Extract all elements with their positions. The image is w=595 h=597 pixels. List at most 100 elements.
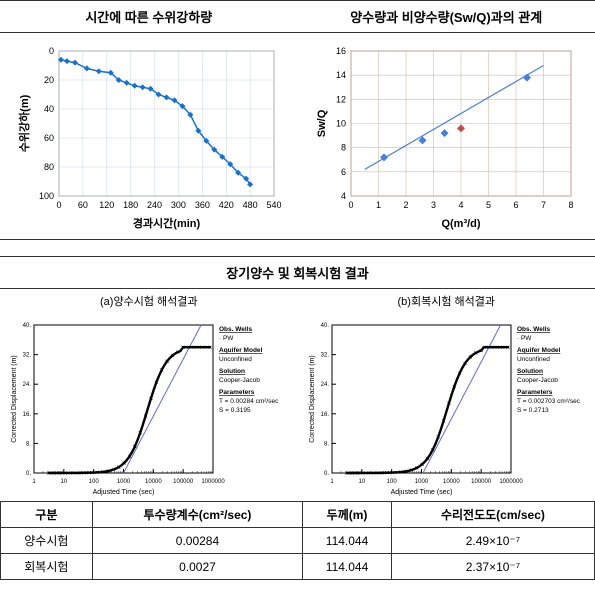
svg-text:60: 60 bbox=[44, 133, 54, 143]
svg-text:Sw/Q: Sw/Q bbox=[316, 109, 328, 137]
svg-text:6: 6 bbox=[341, 167, 346, 177]
table-cell: 0.00284 bbox=[92, 528, 303, 554]
svg-text:24.: 24. bbox=[23, 382, 32, 388]
graph-a-col: 11010010001000010000010000000.8.16.24.32… bbox=[0, 313, 298, 501]
svg-text:16.: 16. bbox=[320, 412, 329, 418]
svg-text:0: 0 bbox=[56, 200, 61, 210]
sub-b: (b)회복시험 해석결과 bbox=[298, 289, 595, 313]
svg-text:420: 420 bbox=[218, 200, 233, 210]
chart1-title: 시간에 따른 수위강하량 bbox=[0, 1, 298, 33]
svg-text:0.: 0. bbox=[26, 471, 31, 477]
svg-text:1000: 1000 bbox=[415, 479, 429, 485]
svg-text:4: 4 bbox=[341, 191, 346, 201]
section2-header: 장기양수 및 회복시험 결과 bbox=[0, 256, 595, 289]
table-row: 양수시험0.00284114.0442.49×10⁻⁷ bbox=[1, 528, 595, 554]
svg-text:Adjusted Time (sec): Adjusted Time (sec) bbox=[93, 489, 155, 496]
results-table: 구분투수량계수(cm²/sec)두께(m)수리전도도(cm/sec) 양수시험0… bbox=[0, 501, 595, 580]
graph-b-col: 11010010001000010000010000000.8.16.24.32… bbox=[298, 313, 595, 501]
svg-text:80: 80 bbox=[44, 162, 54, 172]
svg-text:Aquifer Model: Aquifer Model bbox=[219, 347, 263, 354]
svg-text:· PW: · PW bbox=[517, 335, 532, 342]
svg-text:1000: 1000 bbox=[117, 479, 131, 485]
svg-text:8.: 8. bbox=[26, 441, 31, 447]
svg-text:5: 5 bbox=[486, 200, 491, 210]
table-body: 양수시험0.00284114.0442.49×10⁻⁷회복시험0.0027114… bbox=[1, 528, 595, 580]
svg-text:20: 20 bbox=[44, 75, 54, 85]
svg-text:100: 100 bbox=[89, 479, 100, 485]
svg-text:14: 14 bbox=[336, 70, 346, 80]
chart2-panel: 양수량과 비양수량(Sw/Q)과의 관계 0123456784681012141… bbox=[298, 0, 595, 240]
svg-text:10: 10 bbox=[61, 479, 68, 485]
table-row: 회복시험0.0027114.0442.37×10⁻⁷ bbox=[1, 554, 595, 580]
chart1-svg: 060120180240300360420480540020406080100경… bbox=[14, 41, 284, 231]
chart1-box: 060120180240300360420480540020406080100경… bbox=[0, 33, 298, 239]
svg-text:Parameters: Parameters bbox=[219, 389, 255, 396]
svg-text:Solution: Solution bbox=[517, 368, 543, 375]
table-header-row: 구분투수량계수(cm²/sec)두께(m)수리전도도(cm/sec) bbox=[1, 502, 595, 528]
svg-text:10: 10 bbox=[336, 119, 346, 129]
svg-text:Corrected Displacement (m): Corrected Displacement (m) bbox=[309, 355, 316, 443]
svg-text:120: 120 bbox=[99, 200, 114, 210]
svg-text:0: 0 bbox=[349, 200, 354, 210]
svg-text:T = 0.002703 cm²/sec: T = 0.002703 cm²/sec bbox=[517, 398, 581, 405]
svg-text:240: 240 bbox=[147, 200, 162, 210]
svg-text:180: 180 bbox=[123, 200, 138, 210]
svg-text:360: 360 bbox=[195, 200, 210, 210]
svg-text:1000000: 1000000 bbox=[202, 479, 226, 485]
svg-text:540: 540 bbox=[266, 200, 281, 210]
svg-text:40.: 40. bbox=[23, 323, 32, 329]
svg-text:T = 0.00284 cm²/sec: T = 0.00284 cm²/sec bbox=[219, 398, 279, 405]
svg-text:1: 1 bbox=[33, 479, 37, 485]
svg-text:Aquifer Model: Aquifer Model bbox=[517, 347, 561, 354]
svg-text:Unconfined: Unconfined bbox=[517, 356, 550, 363]
sub-a: (a)양수시험 해석결과 bbox=[0, 289, 298, 313]
svg-text:경과시간(min): 경과시간(min) bbox=[133, 216, 201, 230]
svg-text:40.: 40. bbox=[320, 323, 329, 329]
table-header: 수리전도도(cm/sec) bbox=[391, 502, 594, 528]
svg-text:3: 3 bbox=[431, 200, 436, 210]
svg-text:100000: 100000 bbox=[471, 479, 492, 485]
table-cell: 114.044 bbox=[303, 528, 392, 554]
table-cell: 2.37×10⁻⁷ bbox=[391, 554, 594, 580]
svg-text:100000: 100000 bbox=[173, 479, 194, 485]
svg-text:수위강하(m): 수위강하(m) bbox=[17, 94, 31, 152]
svg-text:1: 1 bbox=[330, 479, 334, 485]
svg-text:· PW: · PW bbox=[219, 335, 234, 342]
chart2-box: 01234567846810121416Q(m³/d)Sw/Q bbox=[298, 33, 595, 239]
svg-text:16: 16 bbox=[336, 46, 346, 56]
svg-text:6: 6 bbox=[514, 200, 519, 210]
svg-text:100: 100 bbox=[39, 191, 54, 201]
table-cell: 0.0027 bbox=[92, 554, 303, 580]
svg-text:0.: 0. bbox=[324, 471, 329, 477]
svg-text:10: 10 bbox=[358, 479, 365, 485]
table-cell: 회복시험 bbox=[1, 554, 93, 580]
svg-text:Q(m³/d): Q(m³/d) bbox=[442, 218, 481, 230]
svg-text:8: 8 bbox=[341, 143, 346, 153]
svg-text:7: 7 bbox=[541, 200, 546, 210]
svg-text:Unconfined: Unconfined bbox=[219, 356, 252, 363]
svg-text:2: 2 bbox=[404, 200, 409, 210]
svg-text:0: 0 bbox=[49, 46, 54, 56]
svg-text:S = 0.2713: S = 0.2713 bbox=[517, 407, 549, 414]
svg-text:1: 1 bbox=[376, 200, 381, 210]
svg-text:100: 100 bbox=[386, 479, 397, 485]
svg-text:10000: 10000 bbox=[443, 479, 460, 485]
section2-subtitles: (a)양수시험 해석결과 (b)회복시험 해석결과 bbox=[0, 289, 595, 313]
svg-text:40: 40 bbox=[44, 104, 54, 114]
table-header: 투수량계수(cm²/sec) bbox=[92, 502, 303, 528]
chart1-panel: 시간에 따른 수위강하량 060120180240300360420480540… bbox=[0, 0, 298, 240]
graph-a-svg: 11010010001000010000010000000.8.16.24.32… bbox=[6, 317, 291, 497]
chart2-title: 양수량과 비양수량(Sw/Q)과의 관계 bbox=[298, 1, 595, 33]
svg-text:Parameters: Parameters bbox=[517, 389, 553, 396]
svg-text:8.: 8. bbox=[324, 441, 329, 447]
svg-text:32.: 32. bbox=[23, 353, 32, 359]
svg-text:8: 8 bbox=[569, 200, 574, 210]
svg-text:24.: 24. bbox=[320, 382, 329, 388]
svg-text:Obs. Wells: Obs. Wells bbox=[219, 326, 252, 333]
svg-text:10000: 10000 bbox=[145, 479, 162, 485]
graph-b-svg: 11010010001000010000010000000.8.16.24.32… bbox=[304, 317, 589, 497]
svg-text:Cooper-Jacob: Cooper-Jacob bbox=[219, 377, 260, 384]
table-header: 두께(m) bbox=[303, 502, 392, 528]
svg-text:480: 480 bbox=[242, 200, 257, 210]
section2-graphs: 1 10 100 1000 10000 100000 1000000 0. 8. 16. 24. 32… bbox=[0, 313, 595, 501]
